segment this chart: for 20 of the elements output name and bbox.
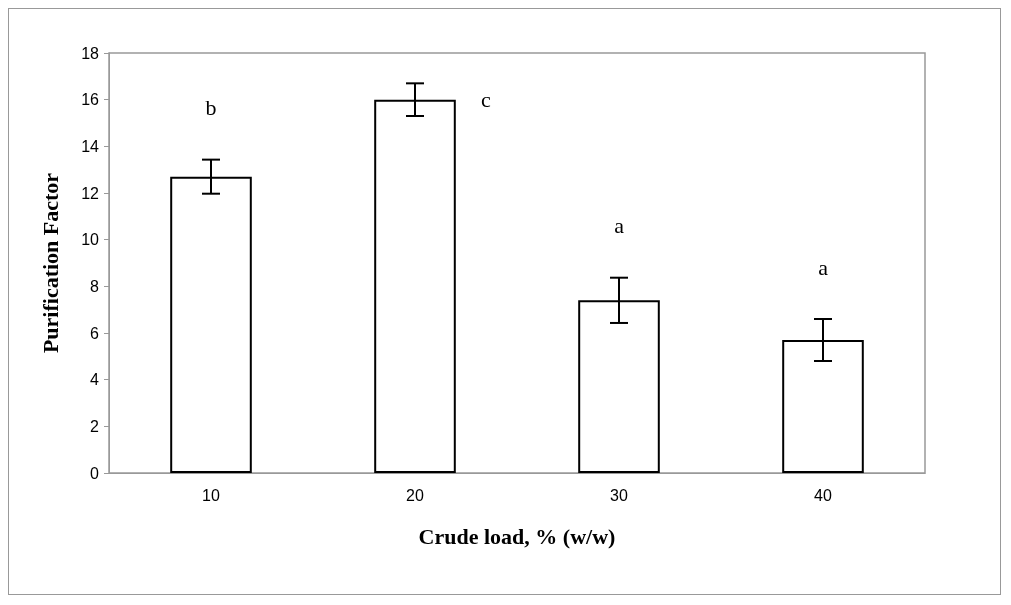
annotation: c: [480, 87, 491, 113]
x-tick-label: 10: [202, 486, 220, 504]
y-tick-label: 16: [81, 91, 100, 109]
x-tick-label: 40: [814, 486, 832, 504]
y-tick-label: 2: [90, 417, 100, 435]
y-tick-label: 8: [90, 277, 100, 295]
y-tick-label: 6: [90, 324, 100, 342]
y-axis-title: Purification Factor: [37, 172, 63, 354]
y-tick-label: 10: [81, 231, 100, 249]
annotation: a: [818, 254, 829, 280]
y-tick-label: 4: [90, 371, 100, 389]
x-tick-label: 30: [610, 486, 628, 504]
y-tick-label: 12: [81, 184, 100, 202]
y-tick-label: 14: [81, 137, 100, 155]
annotation: a: [614, 213, 625, 239]
y-tick-label: 0: [90, 464, 100, 482]
annotation: b: [205, 95, 217, 121]
y-tick-label: 18: [81, 44, 100, 62]
x-axis-title: Crude load, % (w/w): [418, 523, 616, 549]
x-tick-label: 20: [406, 486, 424, 504]
